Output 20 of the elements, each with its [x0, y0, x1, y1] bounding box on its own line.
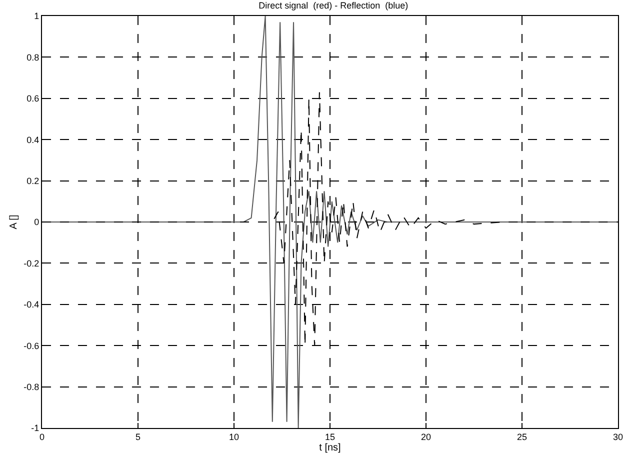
- y-tick-label: 0: [34, 217, 40, 228]
- y-tick-label: -0.4: [24, 300, 40, 310]
- y-tick-label: -0.8: [24, 382, 40, 392]
- x-tick-label: 30: [612, 432, 624, 442]
- y-tick-label: -1: [31, 423, 40, 434]
- x-tick-label: 15: [324, 432, 336, 442]
- x-tick-label: 5: [135, 432, 141, 442]
- x-axis-title: t [ns]: [319, 442, 342, 454]
- x-tick-label: 25: [516, 432, 528, 442]
- y-tick-label: 0.2: [26, 176, 40, 186]
- y-tick-label: 0.4: [26, 134, 40, 145]
- x-tick-label: 20: [420, 432, 432, 442]
- y-tick-label: 0.8: [26, 52, 40, 62]
- y-tick-label: -0.6: [24, 340, 40, 351]
- y-axis-title: A []: [8, 214, 20, 230]
- x-tick-label: 10: [228, 432, 240, 442]
- y-tick-label: -0.2: [24, 258, 40, 268]
- chart-title: Direct signal (red) - Reflection (blue): [258, 0, 408, 11]
- y-tick-label: 0.6: [26, 94, 40, 104]
- y-tick-label: 1: [34, 11, 40, 22]
